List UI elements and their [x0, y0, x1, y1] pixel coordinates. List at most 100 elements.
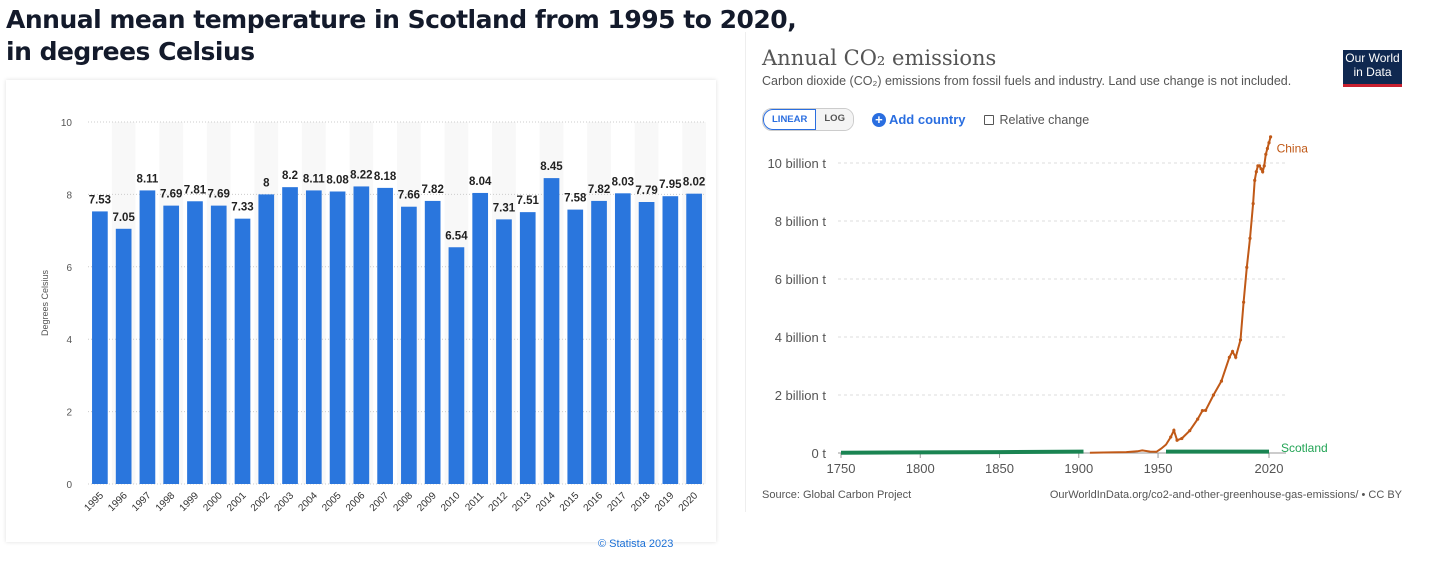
bar [686, 193, 702, 484]
y-tick-label: 0 [66, 480, 72, 491]
x-tick-label: 2020 [677, 490, 701, 514]
x-tick-label: 2009 [415, 490, 439, 514]
x-tick-label: 2002 [249, 490, 273, 514]
owid-logo[interactable]: Our World in Data [1343, 50, 1402, 87]
x-tick-label: 1800 [906, 461, 935, 476]
data-label: 7.51 [517, 195, 540, 207]
bar [472, 192, 489, 484]
data-point [1257, 164, 1262, 168]
source-url-link[interactable]: OurWorldInData.org/co2-and-other-greenho… [1049, 489, 1402, 501]
data-label: 8 [263, 177, 270, 189]
y-tick-label: 10 [61, 118, 73, 129]
data-point [1238, 338, 1243, 342]
data-label: 7.33 [231, 202, 253, 214]
y-tick-label: 8 [66, 190, 72, 201]
data-label: 7.81 [184, 184, 207, 196]
bar [567, 209, 584, 484]
bar [210, 205, 227, 484]
data-point [1264, 152, 1268, 156]
x-tick-label: 1850 [985, 461, 1014, 476]
data-point [1262, 164, 1266, 168]
data-label: 6.54 [445, 230, 468, 242]
x-tick-label: 2007 [368, 490, 392, 514]
data-point [1200, 409, 1205, 413]
co2-chart-panel: Annual CO₂ emissions Carbon dioxide (CO₂… [745, 32, 1416, 512]
x-tick-label: 2005 [320, 490, 344, 514]
y-tick-label: 8 billion t [775, 214, 827, 229]
data-label: 7.31 [493, 202, 516, 214]
data-point [1248, 236, 1252, 240]
co2-chart-title: Annual CO₂ emissions [762, 46, 997, 70]
bar [448, 247, 465, 484]
x-tick-label: 2015 [558, 490, 582, 514]
y-axis-label: Degrees Celsius [40, 269, 50, 336]
bar [353, 186, 370, 484]
y-tick-label: 0 t [812, 446, 827, 461]
add-country-button[interactable]: + Add country [871, 112, 966, 127]
plus-icon: + [871, 112, 886, 127]
x-tick-label: 1996 [106, 490, 130, 514]
bar [282, 187, 298, 484]
x-tick-label: 1999 [178, 490, 202, 514]
linear-button[interactable]: LINEAR [763, 109, 817, 130]
bar [92, 211, 108, 484]
data-point [1253, 178, 1257, 182]
x-tick-label: 2016 [582, 490, 606, 514]
bar [329, 191, 346, 484]
bar [163, 205, 180, 484]
x-tick-label: 2017 [605, 490, 629, 514]
bar [614, 193, 631, 484]
data-label: 7.69 [160, 189, 182, 201]
data-label: 7.05 [112, 212, 135, 224]
x-tick-label: 2018 [629, 490, 653, 514]
relative-change-label: Relative change [999, 112, 1090, 127]
x-tick-label: 2020 [1255, 461, 1284, 476]
x-tick-label: 2006 [344, 490, 368, 514]
bar [401, 206, 417, 484]
series-line-china [1089, 136, 1272, 454]
y-tick-label: 6 billion t [775, 272, 827, 287]
data-label: 8.02 [683, 177, 705, 189]
x-tick-label: 2003 [273, 490, 297, 514]
x-tick-label: 2019 [653, 490, 677, 514]
title-line-1: Annual mean temperature in Scotland from… [6, 5, 797, 34]
data-point [1245, 265, 1249, 269]
x-tick-label: 1900 [1064, 461, 1093, 476]
data-label: 7.82 [421, 184, 443, 196]
x-tick-label: 2008 [391, 490, 415, 514]
data-label: 7.79 [635, 185, 657, 197]
data-label: 7.58 [564, 193, 587, 205]
data-point [1219, 379, 1224, 383]
relative-change-checkbox[interactable]: Relative change [983, 112, 1090, 127]
statista-credit-link[interactable]: © Statista 2023 [598, 538, 674, 550]
co2-chart-subtitle: Carbon dioxide (CO₂) emissions from foss… [762, 74, 1292, 88]
left-chart-title: Annual mean temperature in Scotland from… [6, 4, 797, 68]
title-line-2: in degrees Celsius [6, 37, 255, 66]
bar [496, 219, 512, 485]
bar [234, 218, 251, 485]
co2-line-chart: 0 t 2 billion t 4 billion t 6 billion t 8 bi… [767, 135, 1328, 476]
data-point [1180, 436, 1184, 441]
add-country-label: Add country [888, 112, 966, 127]
data-point [1230, 349, 1235, 354]
x-tick-label: 2012 [487, 490, 511, 514]
data-point [1265, 146, 1270, 151]
data-point [1242, 300, 1246, 304]
series-label: Scotland [1281, 441, 1328, 455]
bar [305, 190, 322, 484]
x-tick-label: 2011 [463, 490, 486, 513]
data-point [1227, 355, 1231, 359]
bar [591, 200, 607, 484]
data-point [1254, 170, 1258, 174]
log-button[interactable]: LOG [816, 109, 853, 130]
data-label: 8.11 [137, 173, 159, 185]
x-tick-label: 2000 [201, 490, 225, 514]
data-label: 8.11 [303, 173, 325, 185]
x-tick-label: 1995 [82, 490, 106, 514]
data-point [1203, 408, 1208, 412]
data-label: 8.45 [540, 161, 563, 173]
data-label: 8.2 [282, 170, 298, 182]
bar [662, 196, 679, 484]
data-label: 7.69 [208, 189, 230, 201]
y-tick-label: 6 [66, 263, 72, 274]
